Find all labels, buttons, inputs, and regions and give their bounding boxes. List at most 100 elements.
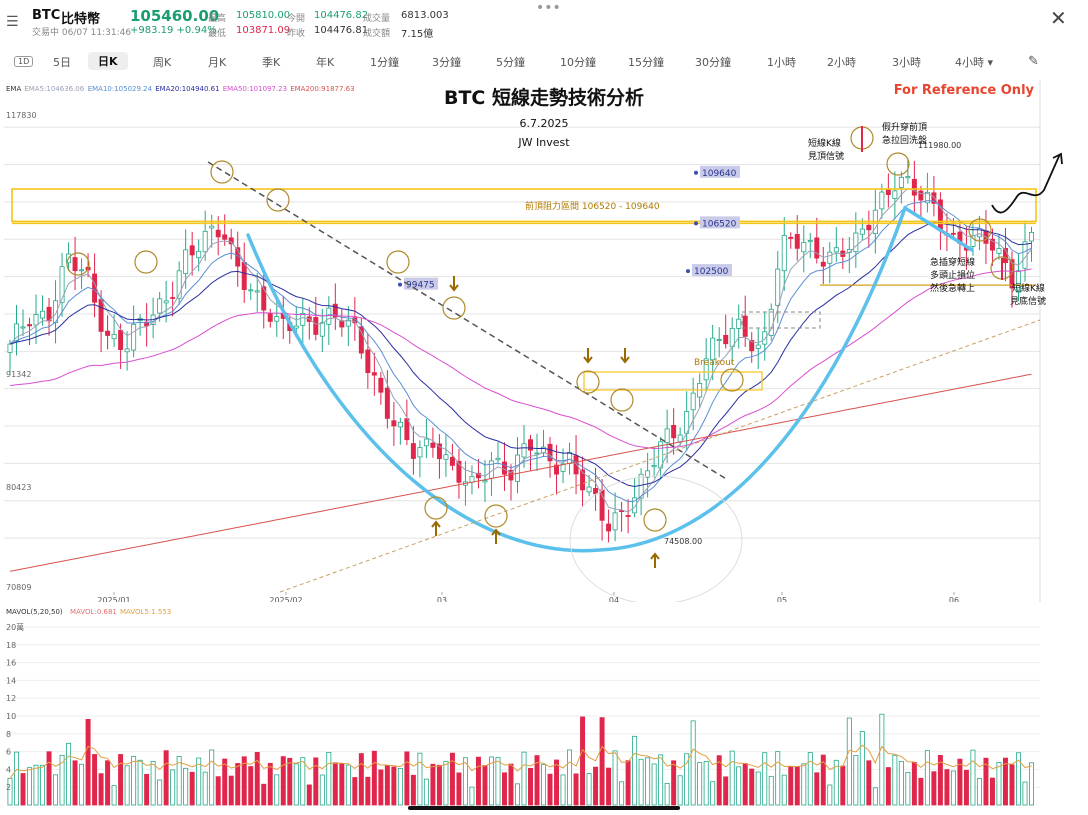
tab-3h[interactable]: 3小時 [892, 56, 921, 69]
ema20-legend: EMA20:104940.61 [155, 85, 219, 93]
volume-bar [170, 769, 176, 806]
candle [762, 331, 768, 345]
volume-bar [840, 765, 846, 806]
candle [456, 460, 462, 483]
volume-bar [215, 776, 221, 806]
annotation-fake-break-2: 急拉回洗盤 [882, 134, 927, 146]
volume-bar [189, 771, 195, 806]
tab-3m[interactable]: 3分鐘 [432, 56, 461, 69]
menu-icon[interactable]: ☰ [6, 14, 19, 30]
price-change: +983.19 +0.94% [130, 25, 217, 36]
tab-4h[interactable]: 4小時 ▾ [955, 56, 994, 69]
candle [475, 472, 481, 479]
volume-bar [521, 751, 527, 806]
volume-bar [534, 755, 540, 806]
candle [788, 236, 794, 239]
annotation-top-signal-2: 見頂信號 [808, 150, 844, 162]
high-value: 105810.00 [236, 10, 291, 21]
volume-bar [690, 720, 696, 806]
tab-5d[interactable]: 5日 [53, 56, 71, 69]
volume-bar [469, 786, 475, 806]
volume-bar [976, 778, 982, 806]
price-chart[interactable]: 前頂阻力區間 106520 - 109640 109640 106520 102500… [0, 80, 1088, 602]
volume-bar [970, 749, 976, 806]
volume-bar [137, 759, 143, 806]
tab-weekly[interactable]: 周K [153, 56, 172, 69]
candle [144, 321, 150, 327]
volume-bar [866, 760, 872, 806]
volume-bar [606, 767, 612, 806]
volume-bar [378, 769, 384, 806]
volume-bar [859, 731, 865, 806]
candle [534, 452, 540, 455]
candle [879, 191, 885, 210]
volume-bar [937, 755, 943, 806]
more-icon[interactable]: ••• [536, 0, 561, 16]
up-arrow-icon [491, 528, 501, 544]
tab-10m[interactable]: 10分鐘 [560, 56, 596, 69]
candle [820, 261, 826, 267]
volume-bar [456, 772, 462, 806]
highlight-circle [576, 370, 600, 394]
vol-tick-label: 14 [6, 676, 16, 685]
candle [267, 312, 273, 322]
chart-author: JW Invest [517, 136, 570, 149]
candle [619, 510, 625, 512]
candle [775, 268, 781, 306]
scroll-handle [408, 806, 680, 810]
candle [241, 261, 247, 290]
candle [254, 290, 260, 293]
candle [710, 337, 716, 361]
volume-bar [1009, 764, 1015, 806]
volume-bar [495, 757, 501, 806]
candle [606, 523, 612, 532]
tab-yearly[interactable]: 年K [316, 56, 335, 69]
volume-bar [118, 754, 124, 806]
volume-bar [684, 753, 690, 806]
tab-1m[interactable]: 1分鐘 [370, 56, 399, 69]
ema-legend-label: EMA [6, 85, 21, 93]
price-label-102500-dot [686, 269, 690, 274]
candle [170, 297, 176, 299]
tab-monthly[interactable]: 月K [208, 56, 227, 69]
volume-bar [92, 754, 98, 806]
volume-bar [449, 752, 455, 806]
volume-bar [853, 755, 859, 806]
pencil-icon[interactable]: ✎ [1028, 54, 1039, 69]
highlight-circle [424, 496, 448, 520]
price-label-106520-bg [700, 216, 740, 229]
close-icon[interactable]: ✕ [1050, 6, 1067, 30]
tab-daily[interactable]: 日K [88, 52, 128, 70]
volume-bar [781, 774, 787, 806]
tab-5m[interactable]: 5分鐘 [496, 56, 525, 69]
volume-bar [293, 763, 299, 806]
ema10-legend: EMA10:105029.24 [88, 85, 153, 93]
volume-bar [749, 768, 755, 806]
price-label-109640-dot [694, 170, 698, 175]
volume-bar [651, 763, 657, 806]
candle [742, 315, 748, 337]
ema10-line [9, 200, 1032, 503]
tab-2h[interactable]: 2小時 [827, 56, 856, 69]
tab-30m[interactable]: 30分鐘 [695, 56, 731, 69]
candle [859, 228, 865, 235]
timeframe-box[interactable]: 1D [14, 56, 34, 67]
ema50-line [9, 268, 1032, 450]
candle [807, 240, 813, 243]
volume-bar [98, 773, 104, 806]
volume-bar [716, 755, 722, 806]
candle [521, 443, 527, 458]
volume-bar [124, 765, 130, 806]
tab-1h[interactable]: 1小時 [767, 56, 796, 69]
candle [98, 298, 104, 332]
volume-bar [833, 759, 839, 806]
candle [371, 372, 377, 376]
volume-chart[interactable]: 20萬 18 16 14 12 10 8 6 4 2 MAVOL(5,20,50) MAVOL:0.6… [0, 605, 1088, 815]
volume-bar [931, 771, 937, 806]
candle [118, 329, 124, 350]
volume-bar [371, 750, 377, 806]
vol-value: 6813.003 [401, 10, 449, 21]
volume-bar [560, 774, 566, 806]
tab-quarterly[interactable]: 季K [262, 56, 281, 69]
tab-15m[interactable]: 15分鐘 [628, 56, 664, 69]
